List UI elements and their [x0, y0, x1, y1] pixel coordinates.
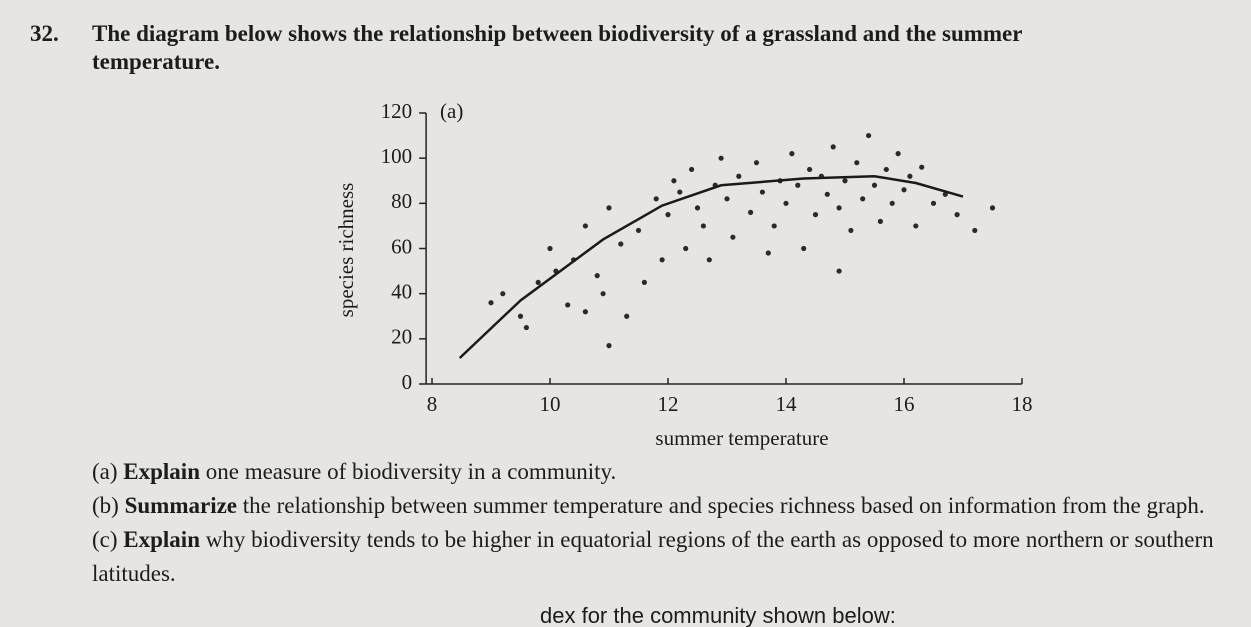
question-number: 32. [30, 21, 59, 46]
footer-fragment: dex for the community shown below: [540, 603, 896, 627]
data-point [718, 155, 724, 161]
data-point [671, 178, 677, 184]
data-point [753, 160, 760, 166]
parts: (a) Explain one measure of biodiversity … [92, 455, 1247, 591]
data-point [972, 227, 978, 234]
data-point [606, 343, 612, 349]
question-text: The diagram below shows the relationship… [92, 21, 1023, 74]
data-point [759, 189, 765, 195]
data-point [824, 191, 830, 197]
data-point [736, 173, 742, 179]
part: (a) Explain one measure of biodiversity … [92, 455, 1247, 489]
part: (b) Summarize the relationship between s… [92, 489, 1247, 523]
x-tick-label: 12 [658, 392, 679, 416]
data-point [907, 173, 913, 179]
y-tick-label: 40 [391, 279, 412, 303]
data-point [677, 189, 683, 195]
part-label: (b) [92, 493, 119, 518]
part-label: (c) [92, 527, 118, 552]
data-point [618, 241, 624, 247]
data-point [594, 273, 600, 279]
data-point [812, 212, 819, 218]
data-point [641, 279, 647, 285]
part-text: why biodiversity tends to be higher in e… [92, 527, 1214, 586]
data-point [488, 300, 494, 306]
data-point [730, 234, 736, 240]
data-point [930, 200, 937, 206]
y-tick-label: 20 [391, 325, 412, 349]
data-point [871, 182, 878, 188]
annotation: (a) [440, 99, 463, 123]
data-point [901, 187, 907, 193]
part-verb: Explain [123, 459, 200, 484]
data-point [783, 200, 789, 206]
data-point [877, 218, 884, 224]
data-point [694, 205, 701, 211]
chart: (a) species richness summer temperature … [334, 99, 1033, 450]
data-point [689, 166, 695, 173]
data-point [842, 178, 848, 184]
part: (c) Explain why biodiversity tends to be… [92, 523, 1247, 591]
data-point [989, 205, 996, 211]
data-point [860, 196, 866, 202]
data-point [848, 227, 854, 234]
data-point [700, 223, 706, 229]
part-verb: Summarize [124, 493, 237, 518]
data-point [771, 223, 777, 229]
x-axis-label: summer temperature [655, 426, 828, 450]
x-tick-label: 8 [427, 392, 438, 416]
data-point [706, 257, 712, 263]
data-point [789, 151, 795, 157]
part-verb: Explain [123, 527, 200, 552]
data-point [582, 309, 588, 315]
data-point [724, 196, 730, 202]
data-point [830, 144, 836, 150]
data-point [895, 151, 901, 157]
data-point [883, 166, 889, 173]
data-point [600, 291, 606, 297]
data-point [919, 164, 925, 170]
data-point [653, 196, 659, 202]
data-point [854, 160, 860, 166]
data-point [547, 245, 553, 252]
data-point [565, 302, 571, 308]
data-point [748, 209, 754, 215]
x-tick-label: 18 [1012, 392, 1033, 416]
data-point [807, 166, 813, 173]
part-text: one measure of biodiversity in a communi… [205, 459, 617, 484]
y-tick-label: 60 [391, 234, 412, 258]
x-tick-label: 16 [894, 392, 915, 416]
data-point [624, 313, 630, 319]
data-point [913, 223, 919, 229]
data-point [795, 182, 801, 188]
x-tick-label: 14 [776, 392, 798, 416]
data-point [836, 205, 842, 211]
data-point [866, 132, 872, 139]
x-tick-label: 10 [540, 392, 561, 416]
data-point [517, 313, 524, 319]
data-point [523, 324, 529, 331]
data-point [765, 250, 771, 256]
y-tick-label: 100 [381, 144, 413, 168]
data-point [500, 291, 506, 297]
data-point [889, 200, 895, 206]
part-text: the relationship between summer temperat… [242, 493, 1205, 518]
data-point [606, 205, 612, 211]
data-point [659, 257, 665, 263]
y-tick-label: 80 [391, 189, 412, 213]
y-tick-label: 120 [381, 99, 413, 123]
y-axis-label: species richness [334, 183, 358, 318]
data-point [535, 279, 541, 285]
data-point [635, 227, 642, 234]
y-tick-label: 0 [402, 370, 413, 394]
data-point [836, 268, 842, 274]
data-point [683, 245, 689, 252]
part-label: (a) [92, 459, 118, 484]
data-point [582, 223, 588, 229]
data-point [954, 212, 960, 218]
data-point [665, 212, 671, 218]
trend-line [458, 174, 964, 359]
data-point [801, 245, 807, 252]
